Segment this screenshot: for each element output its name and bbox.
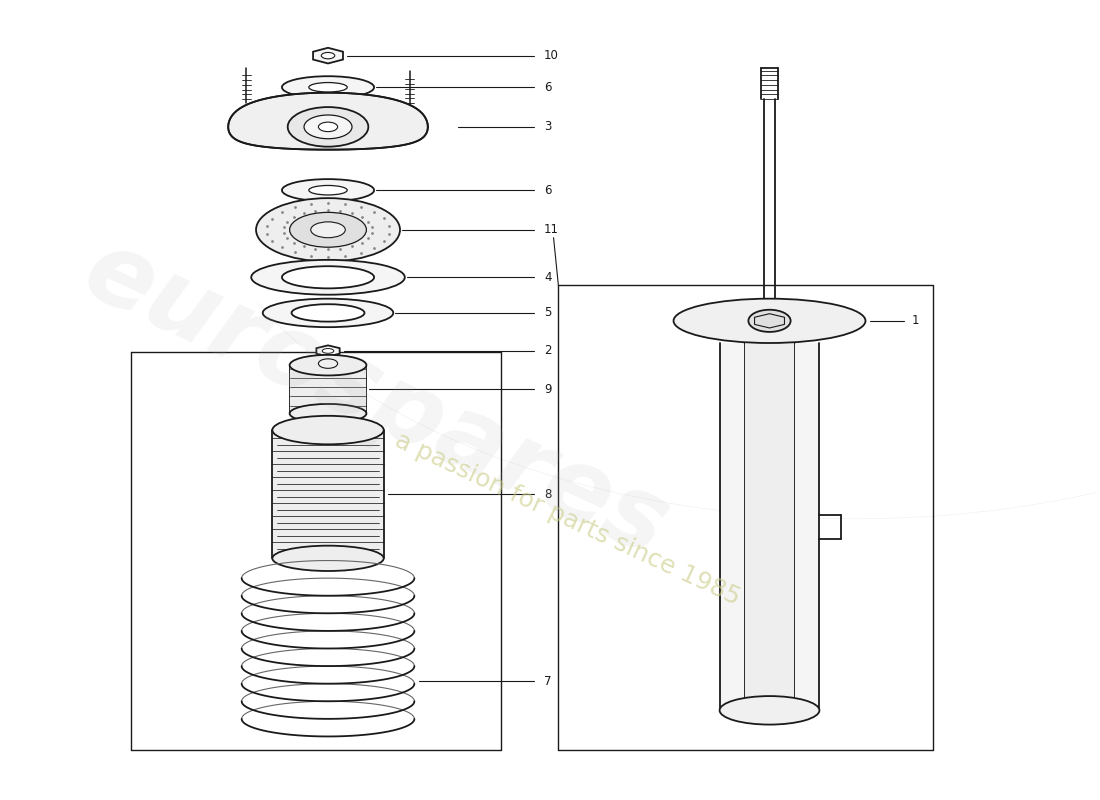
Text: 9: 9 xyxy=(544,383,551,396)
Text: 5: 5 xyxy=(544,306,551,319)
Text: 8: 8 xyxy=(544,488,551,501)
Text: 6: 6 xyxy=(544,81,551,94)
Polygon shape xyxy=(719,343,820,710)
Ellipse shape xyxy=(318,359,338,368)
Ellipse shape xyxy=(289,404,366,423)
Ellipse shape xyxy=(304,115,352,138)
Ellipse shape xyxy=(292,304,364,322)
Ellipse shape xyxy=(282,76,374,98)
Ellipse shape xyxy=(273,416,384,444)
Text: eurospares: eurospares xyxy=(69,222,683,578)
Polygon shape xyxy=(317,346,340,357)
Ellipse shape xyxy=(309,82,348,92)
Ellipse shape xyxy=(263,298,394,327)
Text: 4: 4 xyxy=(544,270,551,284)
Polygon shape xyxy=(755,314,784,328)
Ellipse shape xyxy=(321,53,334,58)
Ellipse shape xyxy=(256,198,400,262)
Ellipse shape xyxy=(309,186,348,195)
Ellipse shape xyxy=(673,298,866,343)
Ellipse shape xyxy=(251,260,405,294)
Text: 3: 3 xyxy=(544,120,551,134)
Text: 6: 6 xyxy=(544,184,551,197)
Ellipse shape xyxy=(322,349,333,354)
Ellipse shape xyxy=(282,266,374,288)
Ellipse shape xyxy=(318,122,338,132)
Text: 7: 7 xyxy=(544,674,551,687)
Ellipse shape xyxy=(748,310,791,332)
Ellipse shape xyxy=(310,222,345,238)
Text: a passion for parts since 1985: a passion for parts since 1985 xyxy=(392,428,745,610)
Ellipse shape xyxy=(719,696,820,725)
Text: 11: 11 xyxy=(544,223,559,236)
Ellipse shape xyxy=(282,179,374,202)
Polygon shape xyxy=(273,430,384,558)
Ellipse shape xyxy=(289,212,366,247)
Ellipse shape xyxy=(273,546,384,571)
Text: 2: 2 xyxy=(544,345,551,358)
Text: 1: 1 xyxy=(912,314,920,327)
Polygon shape xyxy=(289,365,366,414)
Polygon shape xyxy=(745,343,794,702)
Ellipse shape xyxy=(289,355,366,375)
Text: 10: 10 xyxy=(544,49,559,62)
Polygon shape xyxy=(228,93,428,150)
Polygon shape xyxy=(314,48,343,63)
Ellipse shape xyxy=(288,107,368,146)
